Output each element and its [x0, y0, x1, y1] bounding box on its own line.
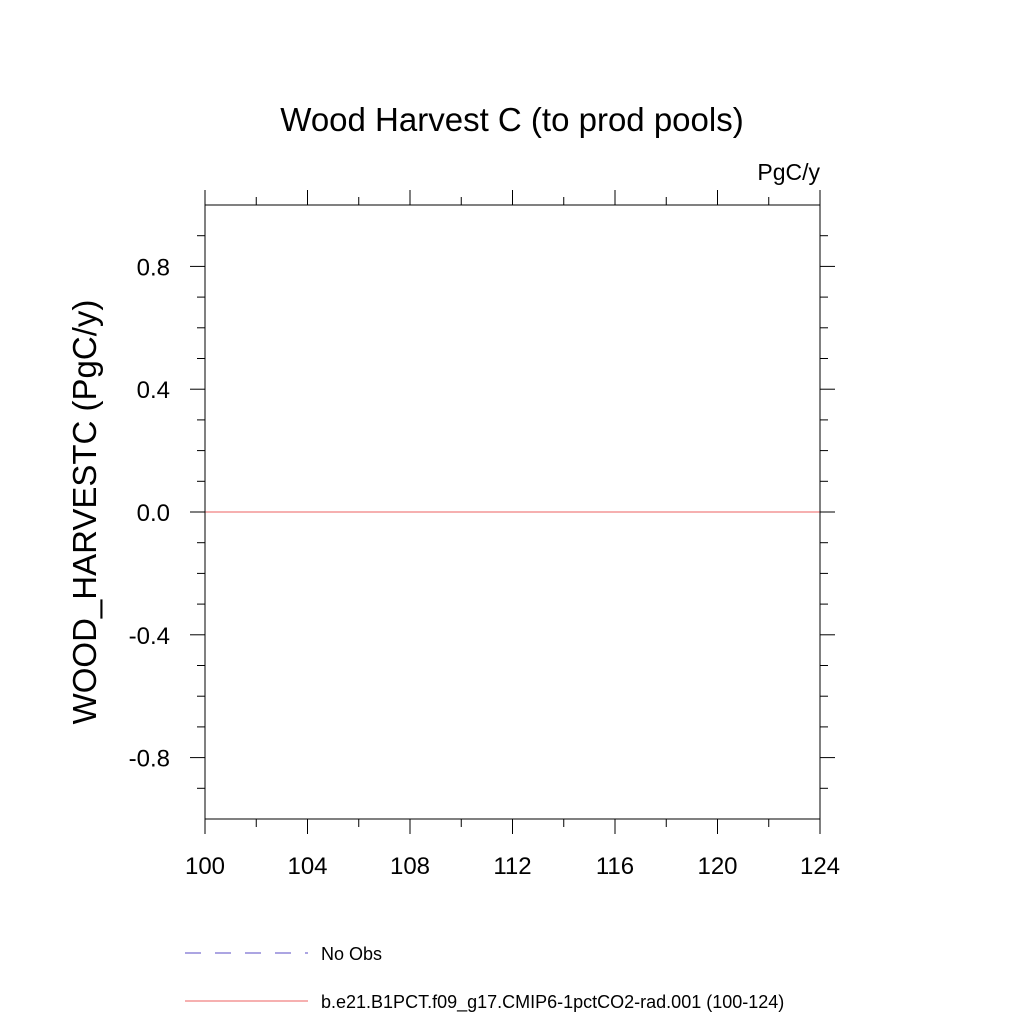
- x-tick-label: 124: [800, 853, 840, 880]
- legend: No Obs b.e21.B1PCT.f09_g17.CMIP6-1pctCO2-…: [185, 944, 784, 1013]
- chart-units: PgC/y: [757, 159, 820, 185]
- legend-label-1: b.e21.B1PCT.f09_g17.CMIP6-1pctCO2-rad.00…: [321, 992, 784, 1013]
- x-tick-label: 108: [390, 853, 430, 880]
- x-tick-label: 120: [697, 853, 737, 880]
- y-tick-label: 0.8: [137, 254, 170, 281]
- x-tick-label: 104: [287, 853, 327, 880]
- x-tick-label: 116: [596, 853, 634, 880]
- y-tick-label: 0.4: [137, 377, 170, 404]
- x-tick-label: 112: [493, 853, 531, 880]
- y-tick-label: 0.0: [137, 500, 170, 527]
- y-tick-label: -0.8: [129, 746, 170, 773]
- chart-title: Wood Harvest C (to prod pools): [280, 101, 743, 138]
- axes-layer: 100 104 108 112 116 120 124 -0.8 -0.4 0.0 0.4 0.8: [129, 190, 840, 880]
- y-axis-label: WOOD_HARVESTC (PgC/y): [66, 300, 103, 725]
- y-tick-label: -0.4: [129, 623, 170, 650]
- x-tick-label: 100: [185, 853, 225, 880]
- legend-label-0: No Obs: [321, 944, 382, 964]
